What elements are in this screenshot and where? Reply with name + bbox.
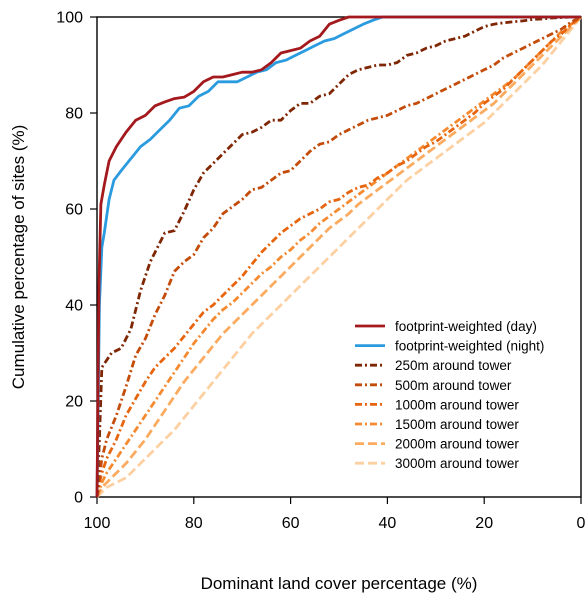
- series-line-1: [95, 15, 581, 498]
- plot-frame: [96, 16, 582, 498]
- series-line-6: [95, 15, 582, 498]
- x-axis-label: Dominant land cover percentage (%): [201, 574, 478, 593]
- x-tick-label: 40: [379, 515, 397, 532]
- y-tick-label: 60: [65, 202, 83, 219]
- legend-label-2: footprint-weighted (night): [395, 339, 544, 354]
- axis-ticks: 100 80 60 40 20 0 0 20 40 60 80 100: [56, 10, 585, 533]
- x-tick-label: 80: [185, 515, 203, 532]
- y-tick-label: 80: [65, 106, 83, 123]
- y-tick-label: 0: [74, 490, 83, 507]
- y-tick-label: 100: [56, 10, 83, 27]
- legend-label-6: 1500m around tower: [395, 417, 519, 432]
- legend-label-4: 500m around tower: [395, 378, 512, 393]
- series-line-5: [95, 15, 582, 498]
- x-tick-label: 60: [282, 515, 300, 532]
- y-tick-label: 20: [65, 394, 83, 411]
- series-line-2: [95, 15, 581, 498]
- series-line-4: [95, 15, 582, 498]
- legend: footprint-weighted (day) footprint-weight…: [355, 319, 544, 471]
- legend-label-7: 2000m around tower: [395, 437, 519, 452]
- series-line-7: [95, 16, 582, 498]
- y-tick-label: 40: [65, 298, 83, 315]
- legend-label-3: 250m around tower: [395, 358, 512, 373]
- x-tick-label: 20: [475, 515, 493, 532]
- y-axis-label: Cumulative percentage of sites (%): [9, 125, 28, 390]
- x-tick-label: 100: [84, 515, 111, 532]
- series-layer: [95, 15, 583, 498]
- series-line-3: [95, 15, 581, 498]
- legend-label-1: footprint-weighted (day): [395, 319, 537, 334]
- legend-label-8: 3000m around tower: [395, 456, 519, 471]
- series-line-8: [96, 16, 583, 498]
- legend-label-5: 1000m around tower: [395, 397, 519, 412]
- x-tick-label: 0: [577, 515, 585, 532]
